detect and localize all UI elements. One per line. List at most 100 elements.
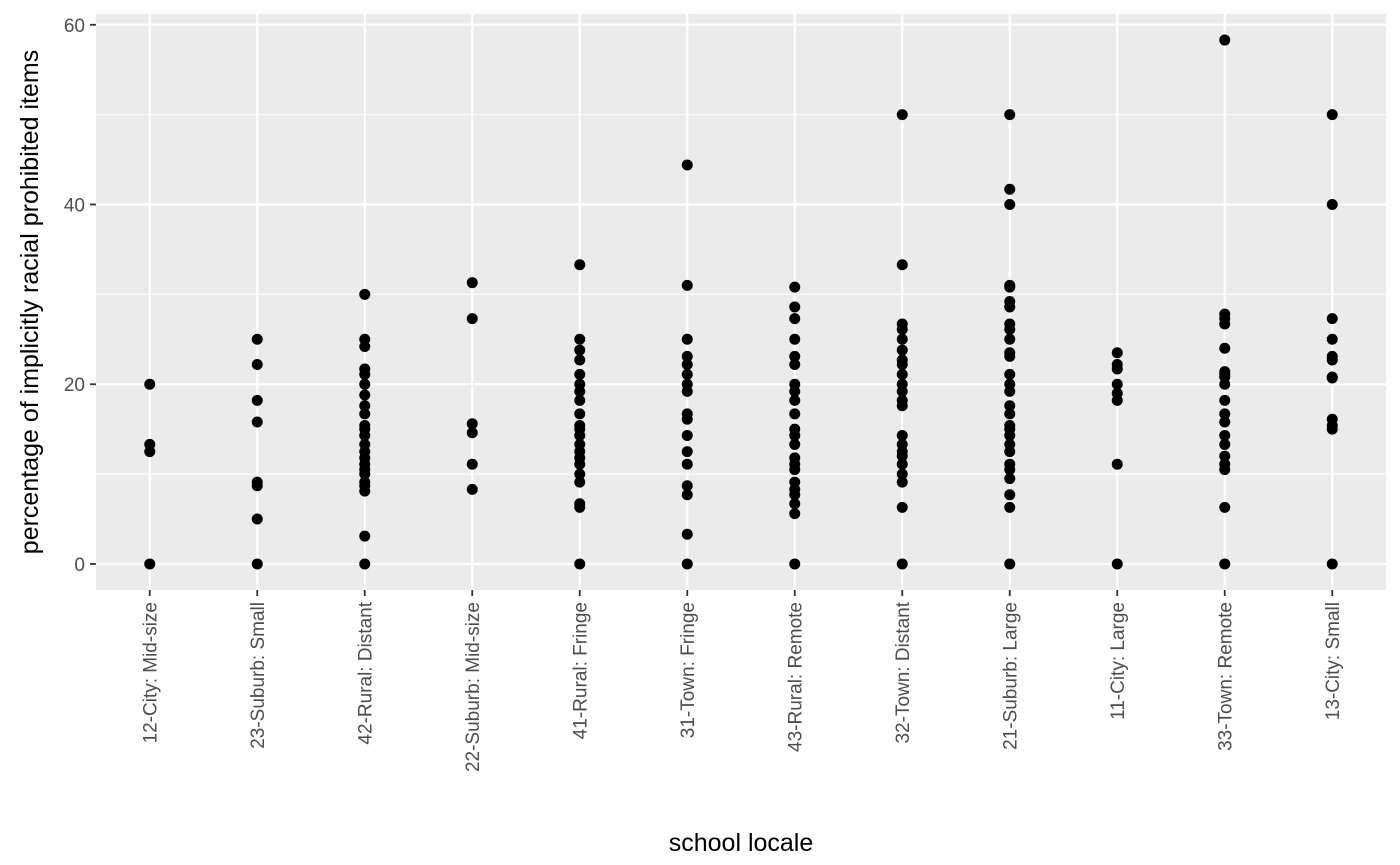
data-point bbox=[574, 368, 586, 380]
data-point bbox=[251, 333, 263, 345]
data-point bbox=[359, 476, 371, 488]
data-point bbox=[466, 277, 478, 289]
minor-gridlines bbox=[96, 114, 1386, 475]
data-point bbox=[1004, 333, 1016, 345]
data-point bbox=[1004, 408, 1016, 420]
data-point bbox=[466, 458, 478, 470]
data-point bbox=[896, 468, 908, 480]
data-point bbox=[789, 301, 801, 313]
data-points bbox=[144, 34, 1338, 570]
y-axis: 0 20 40 60 bbox=[64, 16, 96, 576]
data-point bbox=[1219, 394, 1231, 406]
data-point bbox=[574, 558, 586, 570]
data-point bbox=[1004, 296, 1016, 308]
data-point bbox=[574, 394, 586, 406]
data-point bbox=[359, 558, 371, 570]
data-point bbox=[251, 513, 263, 525]
data-point bbox=[359, 378, 371, 390]
data-point bbox=[1004, 199, 1016, 211]
data-point bbox=[1326, 413, 1338, 425]
x-axis: 12-City: Mid-size 23-Suburb: Small 42-Rura… bbox=[140, 590, 1344, 772]
data-point bbox=[681, 489, 693, 501]
data-point bbox=[896, 259, 908, 271]
data-point bbox=[359, 333, 371, 345]
data-point bbox=[789, 333, 801, 345]
data-point bbox=[896, 501, 908, 513]
data-point bbox=[681, 333, 693, 345]
data-point bbox=[574, 354, 586, 366]
data-point bbox=[1004, 378, 1016, 390]
data-point bbox=[681, 279, 693, 291]
data-point bbox=[574, 498, 586, 510]
data-point bbox=[1111, 378, 1123, 390]
data-point bbox=[896, 458, 908, 470]
data-point bbox=[1004, 318, 1016, 330]
data-point bbox=[896, 378, 908, 390]
x-tick-label: 22-Suburb: Mid-size bbox=[463, 602, 484, 772]
data-point bbox=[574, 476, 586, 488]
data-point bbox=[1004, 458, 1016, 470]
data-point bbox=[1004, 368, 1016, 380]
data-point bbox=[251, 358, 263, 370]
x-tick-label: 23-Suburb: Small bbox=[248, 602, 269, 749]
data-point bbox=[1326, 199, 1338, 211]
data-point bbox=[359, 420, 371, 432]
data-point bbox=[681, 458, 693, 470]
data-point bbox=[1004, 183, 1016, 195]
data-point bbox=[1004, 347, 1016, 359]
data-point bbox=[1326, 333, 1338, 345]
data-point bbox=[681, 528, 693, 540]
x-tick-label: 21-Suburb: Large bbox=[1000, 602, 1021, 750]
data-point bbox=[1326, 558, 1338, 570]
data-point bbox=[1004, 501, 1016, 513]
x-tick-label: 11-City: Large bbox=[1108, 602, 1129, 720]
data-point bbox=[1111, 358, 1123, 370]
data-point bbox=[574, 259, 586, 271]
data-point bbox=[574, 420, 586, 432]
x-tick-label: 13-City: Small bbox=[1323, 602, 1344, 720]
data-point bbox=[789, 476, 801, 488]
x-tick-label: 32-Town: Distant bbox=[893, 601, 914, 743]
data-point bbox=[1326, 109, 1338, 121]
data-point bbox=[681, 408, 693, 420]
data-point bbox=[789, 378, 801, 390]
data-point bbox=[789, 394, 801, 406]
data-point bbox=[789, 498, 801, 510]
data-point bbox=[1219, 429, 1231, 441]
x-tick-label: 41-Rural: Fringe bbox=[570, 602, 591, 739]
data-point bbox=[789, 558, 801, 570]
data-point bbox=[681, 358, 693, 370]
data-point bbox=[574, 344, 586, 356]
data-point bbox=[1219, 438, 1231, 450]
data-point bbox=[789, 438, 801, 450]
data-point bbox=[1219, 416, 1231, 428]
data-point bbox=[1219, 501, 1231, 513]
data-point bbox=[466, 427, 478, 439]
data-point bbox=[359, 408, 371, 420]
data-point bbox=[681, 480, 693, 492]
data-point bbox=[1326, 371, 1338, 383]
data-point bbox=[144, 378, 156, 390]
data-point bbox=[251, 558, 263, 570]
data-point bbox=[251, 394, 263, 406]
data-point bbox=[789, 350, 801, 362]
data-point bbox=[789, 358, 801, 370]
data-point bbox=[789, 408, 801, 420]
x-tick-label: 12-City: Mid-size bbox=[140, 602, 161, 743]
y-tick-label: 0 bbox=[74, 555, 85, 576]
data-point bbox=[144, 558, 156, 570]
data-point bbox=[896, 344, 908, 356]
data-point bbox=[1219, 458, 1231, 470]
data-point bbox=[1111, 387, 1123, 399]
y-tick-label: 40 bbox=[64, 196, 85, 217]
data-point bbox=[251, 476, 263, 488]
data-point bbox=[359, 363, 371, 375]
data-point bbox=[466, 313, 478, 325]
data-point bbox=[681, 378, 693, 390]
data-point bbox=[1004, 438, 1016, 450]
data-point bbox=[574, 333, 586, 345]
data-point bbox=[1004, 109, 1016, 121]
data-point bbox=[1004, 473, 1016, 485]
data-point bbox=[1219, 366, 1231, 378]
data-point bbox=[1004, 420, 1016, 432]
